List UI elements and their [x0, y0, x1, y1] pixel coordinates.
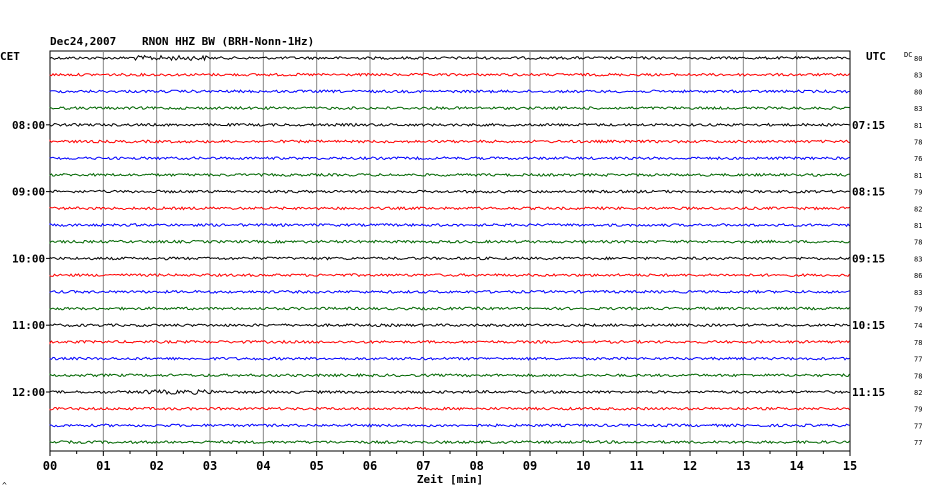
dc-value: 80	[914, 88, 922, 96]
x-tick-label: 01	[96, 459, 110, 473]
x-tick-label: 15	[843, 459, 857, 473]
seismic-trace	[49, 373, 850, 378]
dc-label: DC	[904, 51, 912, 59]
seismic-trace	[49, 72, 850, 77]
grid-lines	[102, 51, 798, 451]
seismic-trace	[49, 289, 850, 295]
x-tick-label: 07	[416, 459, 430, 473]
dc-value: 80	[914, 55, 922, 63]
x-tick-label: 05	[309, 459, 323, 473]
x-tick-label: 02	[149, 459, 163, 473]
x-tick-label: 11	[629, 459, 643, 473]
dc-value: 78	[914, 139, 922, 147]
dc-value: 79	[914, 306, 922, 314]
dc-value: 74	[914, 322, 922, 330]
dc-value: 86	[914, 272, 922, 280]
dc-value: 82	[914, 389, 922, 397]
x-axis-title: Zeit [min]	[417, 473, 483, 486]
seismic-trace	[49, 189, 850, 194]
utc-hour-label: 11:15	[852, 386, 885, 399]
x-tick-label: 09	[523, 459, 537, 473]
seismic-trace	[49, 206, 850, 211]
x-tick-label: 00	[43, 459, 57, 473]
seismic-trace	[49, 356, 850, 361]
utc-label: UTC	[866, 50, 886, 63]
seismic-trace	[49, 388, 850, 396]
dc-value: 83	[914, 105, 922, 113]
seismic-trace	[49, 323, 850, 328]
dc-value: 83	[914, 255, 922, 263]
x-tick-label: 14	[789, 459, 803, 473]
seismic-trace	[49, 105, 850, 111]
seismic-trace	[49, 406, 850, 411]
dc-value: 81	[914, 172, 922, 180]
dc-value: 77	[914, 439, 922, 447]
cet-hour-label: 11:00	[12, 319, 45, 332]
cet-hour-label: 10:00	[12, 252, 45, 265]
cet-hour-label: 09:00	[12, 186, 45, 199]
x-tick-label: 13	[736, 459, 750, 473]
cet-label: CET	[0, 50, 20, 63]
dc-value: 79	[914, 406, 922, 414]
seismic-trace	[49, 439, 850, 445]
dc-value: 78	[914, 339, 922, 347]
seismic-trace	[49, 139, 850, 144]
dc-value: 79	[914, 189, 922, 197]
x-tick-label: 04	[256, 459, 270, 473]
date-label: Dec24,2007	[50, 35, 116, 48]
cet-hour-label: 12:00	[12, 386, 45, 399]
dc-value: 78	[914, 372, 922, 380]
seismic-trace	[49, 54, 850, 62]
utc-hour-label: 07:15	[852, 119, 885, 132]
seismic-trace	[49, 222, 850, 228]
dc-value: 77	[914, 356, 922, 364]
dc-labels: 80 83 80 83 81 78 76 81 79 82 81 78 83 86 83 79 74 78 77 78…	[914, 55, 922, 447]
seismic-trace	[49, 122, 850, 128]
station-label: RNON HHZ BW (BRH-Nonn-1Hz)	[142, 35, 314, 48]
dc-value: 83	[914, 72, 922, 80]
dc-value: 78	[914, 239, 922, 247]
utc-hour-label: 09:15	[852, 252, 885, 265]
x-axis: 00 01 02 03 04 05 06 07 08 09 10 11 12 13 14 15	[43, 451, 857, 473]
x-tick-label: 10	[576, 459, 590, 473]
seismic-trace	[49, 306, 850, 311]
seismic-trace	[49, 423, 850, 428]
cet-hour-label: 08:00	[12, 119, 45, 132]
plot-frame	[49, 50, 851, 452]
dc-value: 76	[914, 155, 922, 163]
utc-hour-label: 10:15	[852, 319, 885, 332]
dc-value: 82	[914, 205, 922, 213]
x-tick-label: 08	[469, 459, 483, 473]
seismic-trace	[49, 172, 850, 178]
utc-hour-label: 08:15	[852, 186, 885, 199]
x-tick-label: 12	[683, 459, 697, 473]
seismic-trace	[49, 339, 850, 345]
seismic-trace	[49, 272, 850, 278]
dc-value: 83	[914, 289, 922, 297]
traces-group	[49, 54, 850, 445]
seismic-trace	[49, 89, 850, 94]
seismic-trace	[49, 239, 850, 245]
seismic-trace	[49, 156, 850, 161]
dc-value: 81	[914, 122, 922, 130]
x-tick-label: 03	[203, 459, 217, 473]
corner-mark: ^	[2, 481, 7, 490]
seismic-trace	[49, 256, 850, 261]
hour-labels: 08:00 09:00 10:00 11:00 12:00 07:15 08:15 09:15…	[12, 119, 885, 399]
x-tick-label: 06	[363, 459, 377, 473]
dc-value: 81	[914, 222, 922, 230]
dc-value: 77	[914, 422, 922, 430]
